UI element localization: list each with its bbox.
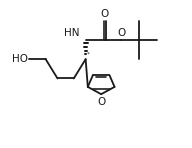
Text: HN: HN bbox=[64, 28, 80, 38]
Text: O: O bbox=[117, 28, 125, 38]
Text: O: O bbox=[97, 97, 105, 107]
Text: *: * bbox=[86, 52, 89, 57]
Text: HO: HO bbox=[12, 54, 28, 64]
Text: O: O bbox=[101, 9, 109, 19]
